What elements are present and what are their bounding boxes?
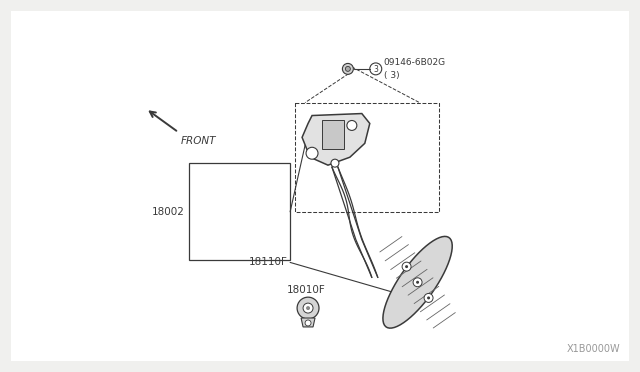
Circle shape bbox=[427, 296, 430, 299]
Circle shape bbox=[306, 306, 310, 310]
Circle shape bbox=[413, 278, 422, 287]
Text: 3: 3 bbox=[373, 65, 378, 74]
Circle shape bbox=[405, 265, 408, 268]
Text: 09146-6B02G: 09146-6B02G bbox=[384, 58, 446, 67]
Bar bbox=[322, 119, 344, 149]
Circle shape bbox=[402, 262, 411, 271]
Circle shape bbox=[342, 63, 353, 74]
Circle shape bbox=[305, 320, 311, 326]
Text: 18010F: 18010F bbox=[287, 285, 325, 295]
Bar bbox=[295, 103, 440, 212]
Polygon shape bbox=[383, 236, 452, 328]
Text: 18002: 18002 bbox=[152, 207, 184, 217]
Polygon shape bbox=[302, 113, 370, 165]
Circle shape bbox=[346, 66, 350, 71]
Text: FRONT: FRONT bbox=[180, 137, 216, 146]
Circle shape bbox=[331, 159, 339, 167]
Text: X1B0000W: X1B0000W bbox=[567, 344, 621, 354]
Circle shape bbox=[416, 281, 419, 284]
Circle shape bbox=[303, 303, 313, 313]
Polygon shape bbox=[301, 318, 315, 327]
Text: 18110F: 18110F bbox=[249, 257, 288, 267]
Circle shape bbox=[347, 121, 357, 131]
Bar bbox=[189, 163, 290, 260]
Text: ( 3): ( 3) bbox=[384, 71, 399, 80]
Circle shape bbox=[424, 294, 433, 302]
Circle shape bbox=[306, 147, 318, 159]
Circle shape bbox=[297, 297, 319, 319]
